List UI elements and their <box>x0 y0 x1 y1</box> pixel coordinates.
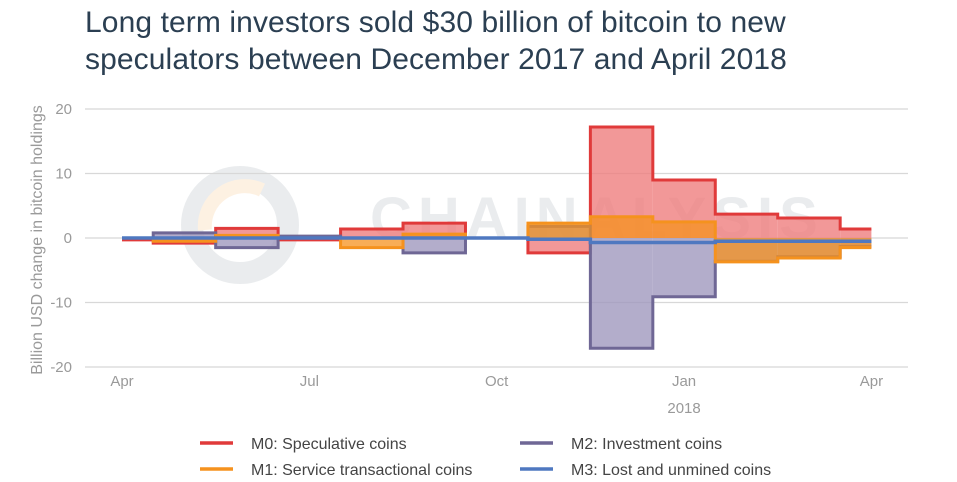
series-m1-bar <box>715 238 778 262</box>
series-m2-bar <box>215 238 279 248</box>
chart-title-line-2: speculators between December 2017 and Ap… <box>85 43 787 76</box>
x-tick-label: Apr <box>110 373 133 390</box>
series-m1-bar <box>403 234 466 238</box>
y-axis-label: Billion USD change in bitcoin holdings <box>29 105 46 375</box>
legend-item: M0: Speculative coins <box>200 436 407 453</box>
x-tick-sublabel: 2018 <box>667 400 700 417</box>
y-tick-label: 20 <box>55 101 72 118</box>
legend-label: M3: Lost and unmined coins <box>571 462 771 479</box>
legend-item: M3: Lost and unmined coins <box>520 462 771 479</box>
series-m1-bar <box>527 223 591 238</box>
x-tick-label: Jul <box>300 373 319 390</box>
y-tick-label: 0 <box>64 230 72 247</box>
y-tick-label: -20 <box>50 359 72 376</box>
series-m0-bar <box>340 228 404 238</box>
series-m1-bar <box>590 216 653 238</box>
series-m0-bar <box>840 228 872 238</box>
y-tick-label: -10 <box>50 295 72 312</box>
series-m0-bar <box>527 238 591 253</box>
legend-item: M2: Investment coins <box>520 436 722 453</box>
series-m0-bar <box>215 228 279 238</box>
series-m0-bar <box>715 214 778 238</box>
series-m3-line <box>122 236 872 245</box>
series-m1-bar <box>340 238 404 248</box>
legend-label: M1: Service transactional coins <box>251 462 472 479</box>
legend-label: M2: Investment coins <box>571 436 722 453</box>
x-tick-label: Oct <box>485 373 509 390</box>
series-m2-bar <box>590 238 653 349</box>
series-m2-bar <box>403 238 466 253</box>
x-tick-label: Jan <box>672 373 696 390</box>
y-tick-label: 10 <box>55 166 72 183</box>
series-m2-bar <box>153 232 216 238</box>
chart-title-line-1: Long term investors sold $30 billion of … <box>85 6 786 39</box>
chainalysis-watermark <box>181 166 299 284</box>
series-m1-bar <box>652 221 716 238</box>
series-m3 <box>122 236 872 245</box>
legend-label: M0: Speculative coins <box>251 436 407 453</box>
series-m2-bar <box>652 238 716 297</box>
series-m1-bar <box>777 238 841 258</box>
legend-item: M1: Service transactional coins <box>200 462 472 479</box>
x-tick-label: Apr <box>860 373 883 390</box>
series-m0-bar <box>777 218 841 238</box>
